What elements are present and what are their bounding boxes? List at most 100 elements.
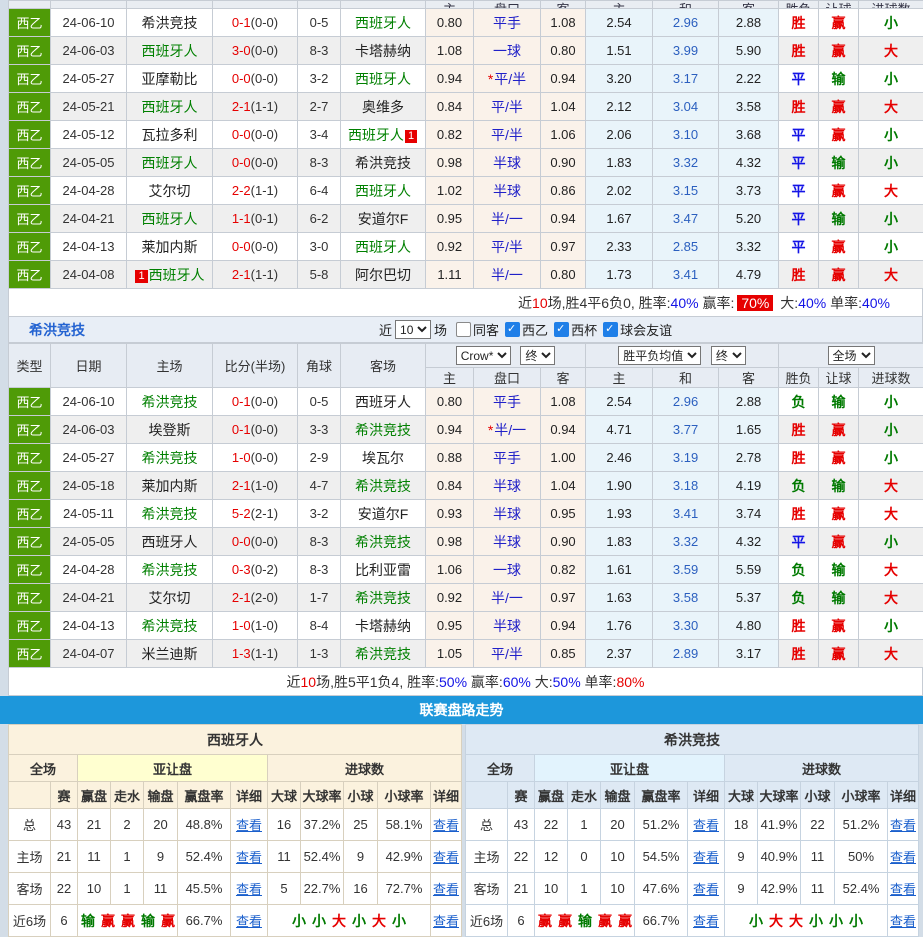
view-link[interactable]: 查看 bbox=[692, 914, 719, 929]
clipped-header-cell: 盘口 bbox=[473, 0, 541, 8]
corner-cell: 5-8 bbox=[297, 260, 341, 289]
trend-row-away: 客场 21 10 1 10 47.6% 查看 9 42.9% 11 52.4% 查看 bbox=[465, 872, 919, 905]
summary-part: 赢率: bbox=[698, 294, 735, 311]
view-link[interactable]: 查看 bbox=[692, 818, 719, 833]
euro-away-odds: 3.58 bbox=[718, 92, 779, 121]
checkbox-checked-icon[interactable] bbox=[554, 321, 570, 337]
detail-cell: 查看 bbox=[687, 840, 725, 873]
detail-cell: 查看 bbox=[430, 904, 462, 937]
view-link[interactable]: 查看 bbox=[235, 914, 262, 929]
league-badge: 西乙 bbox=[8, 64, 51, 93]
euro-away-odds: 2.88 bbox=[718, 8, 779, 37]
ah-home-odds: 0.98 bbox=[425, 148, 474, 177]
ah-home-odds: 1.08 bbox=[425, 36, 474, 65]
odds-stage-select[interactable]: 终 bbox=[520, 346, 556, 365]
ah-home-odds: 1.05 bbox=[425, 639, 474, 668]
odds-company-select[interactable]: Crow* bbox=[455, 346, 511, 365]
away-team-cell: 希洪竞技 bbox=[340, 639, 426, 668]
match-date: 24-04-08 bbox=[50, 260, 127, 289]
corner-cell: 8-3 bbox=[297, 148, 341, 177]
ah-home-odds: 0.92 bbox=[425, 232, 474, 261]
result-cell: 平 bbox=[778, 527, 820, 556]
checkbox-checked-icon[interactable] bbox=[603, 321, 619, 337]
clipped-header-cell: 客 bbox=[718, 0, 779, 8]
clipped-header-cell bbox=[126, 0, 213, 8]
euro-mean-select[interactable]: 胜平负均值 bbox=[618, 346, 702, 365]
view-link[interactable]: 查看 bbox=[889, 818, 916, 833]
league-badge: 西乙 bbox=[8, 443, 51, 472]
checkbox-checked-icon[interactable] bbox=[505, 321, 521, 337]
euro-draw-odds: 3.59 bbox=[652, 555, 720, 584]
home-team-name: 埃登斯 bbox=[148, 421, 191, 438]
handicap-cell: 半/一 bbox=[473, 204, 541, 233]
clipped-header-cell bbox=[8, 0, 51, 8]
clipped-header-cell bbox=[297, 0, 341, 8]
checkbox-unchecked-icon[interactable] bbox=[456, 321, 472, 337]
ah-away-odds: 0.82 bbox=[539, 555, 587, 584]
red-card-badge: 1 bbox=[404, 129, 418, 143]
ah-away-odds: 0.94 bbox=[539, 415, 587, 444]
match-date: 24-06-10 bbox=[50, 8, 127, 37]
handicap-text: 平/半 bbox=[491, 126, 523, 143]
euro-stage-select[interactable]: 终 bbox=[710, 346, 746, 365]
result-cell: 平 bbox=[778, 120, 819, 149]
score-cell: 2-1(2-0) bbox=[212, 583, 298, 612]
clipped-header-cell: 让球 bbox=[818, 0, 859, 8]
filter-checkboxes: 同客 西乙 西杯 球会友谊 bbox=[450, 320, 672, 340]
view-link[interactable]: 查看 bbox=[432, 818, 459, 833]
filter-checkbox-item[interactable]: 同客 bbox=[456, 320, 499, 339]
view-link[interactable]: 查看 bbox=[432, 914, 459, 929]
away-team-cell: 阿尔巴切 bbox=[340, 260, 426, 289]
view-link[interactable]: 查看 bbox=[235, 850, 262, 865]
corner-cell: 6-2 bbox=[297, 204, 341, 233]
col-detail: 详细 bbox=[430, 781, 462, 809]
ah-away-odds: 0.86 bbox=[540, 176, 586, 205]
gijon-matches-table: 类型 日期 主场 比分(半场) 角球 客场 Crow* 终 胜平负均值 终 bbox=[8, 343, 923, 668]
summary-part: 10 bbox=[532, 294, 548, 311]
home-team-name: 西班牙人 bbox=[141, 42, 198, 59]
full-time-score: 2-1 bbox=[231, 478, 251, 493]
view-link[interactable]: 查看 bbox=[889, 882, 916, 897]
view-link[interactable]: 查看 bbox=[235, 882, 262, 897]
view-link[interactable]: 查看 bbox=[889, 914, 916, 929]
stat-cell: 1 bbox=[110, 872, 144, 905]
scope-select[interactable]: 全场 bbox=[827, 346, 875, 365]
euro-away-odds: 5.59 bbox=[718, 555, 780, 584]
corner-cell: 3-4 bbox=[297, 120, 341, 149]
stat-cell: 9 bbox=[143, 840, 178, 873]
panel-scope-row: 全场 亚让盘 进球数 bbox=[465, 754, 919, 782]
summary-part: 10 bbox=[300, 673, 317, 690]
view-link[interactable]: 查看 bbox=[889, 850, 916, 865]
stat-cell: 22 bbox=[50, 872, 78, 905]
stat-cell: 18 bbox=[724, 808, 758, 841]
row-label: 总 bbox=[465, 808, 508, 841]
match-row: 西乙 24-05-11 希洪竞技 5-2(2-1) 3-2 安道尔F 0.93 半球 0.95 1… bbox=[8, 499, 923, 528]
away-team-name: 埃瓦尔 bbox=[362, 449, 404, 466]
stat-cell: 51.2% bbox=[834, 808, 888, 841]
match-count-select[interactable]: 10 bbox=[395, 320, 432, 339]
handicap-cell: 半/一 bbox=[473, 583, 541, 612]
filter-checkbox-item[interactable]: 球会友谊 bbox=[603, 320, 672, 339]
trend-sequence-item: 小 bbox=[829, 912, 843, 929]
filter-checkbox-item[interactable]: 西乙 bbox=[505, 320, 548, 339]
euro-away-odds: 5.37 bbox=[718, 583, 780, 612]
stat-cell: 20 bbox=[600, 808, 635, 841]
goals-result-cell: 小 bbox=[858, 527, 923, 556]
view-link[interactable]: 查看 bbox=[235, 818, 262, 833]
away-team-cell: 西班牙人 bbox=[340, 232, 426, 261]
euro-home-odds: 1.51 bbox=[585, 36, 653, 65]
view-link[interactable]: 查看 bbox=[432, 882, 459, 897]
handicap-cell: 平/半 bbox=[473, 92, 541, 121]
view-link[interactable]: 查看 bbox=[692, 850, 719, 865]
home-team-name: 瓦拉多利 bbox=[141, 126, 198, 143]
match-row: 西乙 24-04-13 莱加内斯 0-0(0-0) 3-0 西班牙人 0.92 平/半 0.97… bbox=[8, 232, 923, 261]
match-date: 24-05-21 bbox=[50, 92, 127, 121]
view-link[interactable]: 查看 bbox=[692, 882, 719, 897]
summary-part: 40% bbox=[670, 294, 699, 311]
stat-cell: 2 bbox=[110, 808, 144, 841]
score-cell: 0-1(0-0) bbox=[212, 415, 298, 444]
filter-checkbox-item[interactable]: 西杯 bbox=[554, 320, 597, 339]
euro-draw-odds: 3.99 bbox=[652, 36, 719, 65]
view-link[interactable]: 查看 bbox=[432, 850, 459, 865]
